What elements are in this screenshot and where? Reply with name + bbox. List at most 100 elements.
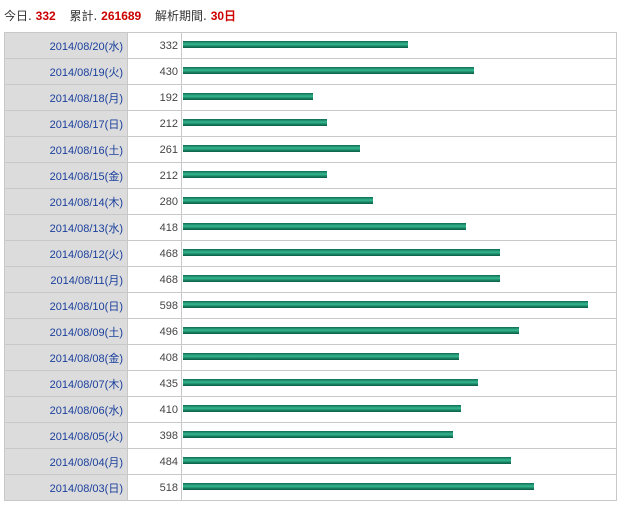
bar-cell [181, 32, 617, 59]
count-label: 430 [127, 58, 182, 85]
date-link[interactable]: 2014/08/08(金) [49, 352, 123, 365]
date-cell: 2014/08/06(水) [4, 396, 128, 423]
summary-bar: 今日. 332 累計. 261689 解析期間. 30日 [4, 6, 236, 26]
table-row: 2014/08/05(火) 398 [4, 422, 617, 449]
date-link[interactable]: 2014/08/19(火) [49, 66, 123, 79]
bar [183, 405, 461, 412]
period-value: 30日 [210, 9, 237, 23]
date-link[interactable]: 2014/08/06(水) [49, 404, 123, 417]
table-row: 2014/08/14(木) 280 [4, 188, 617, 215]
date-cell: 2014/08/12(火) [4, 240, 128, 267]
table-row: 2014/08/17(日) 212 [4, 110, 617, 137]
date-cell: 2014/08/20(水) [4, 32, 128, 59]
date-cell: 2014/08/09(土) [4, 318, 128, 345]
date-link[interactable]: 2014/08/05(火) [49, 430, 123, 443]
bar-cell [181, 292, 617, 319]
bar [183, 327, 519, 334]
date-cell: 2014/08/18(月) [4, 84, 128, 111]
count-label: 408 [127, 344, 182, 371]
bar-cell [181, 422, 617, 449]
bar [183, 483, 534, 490]
date-cell: 2014/08/04(月) [4, 448, 128, 475]
table-row: 2014/08/09(土) 496 [4, 318, 617, 345]
bar [183, 249, 500, 256]
bar [183, 41, 408, 48]
date-cell: 2014/08/03(日) [4, 474, 128, 501]
bar [183, 275, 500, 282]
date-link[interactable]: 2014/08/09(土) [49, 326, 123, 339]
bar [183, 197, 373, 204]
bar [183, 379, 478, 386]
bar-cell [181, 318, 617, 345]
date-link[interactable]: 2014/08/04(月) [49, 456, 123, 469]
table-row: 2014/08/08(金) 408 [4, 344, 617, 371]
bar-cell [181, 474, 617, 501]
bar [183, 301, 588, 308]
date-link[interactable]: 2014/08/14(木) [49, 196, 123, 209]
bar [183, 223, 466, 230]
count-label: 518 [127, 474, 182, 501]
table-row: 2014/08/12(火) 468 [4, 240, 617, 267]
bar [183, 119, 327, 126]
date-cell: 2014/08/07(木) [4, 370, 128, 397]
date-link[interactable]: 2014/08/10(日) [49, 300, 123, 313]
count-label: 212 [127, 110, 182, 137]
bar-cell [181, 240, 617, 267]
table-row: 2014/08/20(水) 332 [4, 32, 617, 59]
date-link[interactable]: 2014/08/15(金) [49, 170, 123, 183]
count-label: 418 [127, 214, 182, 241]
table-row: 2014/08/07(木) 435 [4, 370, 617, 397]
table-row: 2014/08/16(土) 261 [4, 136, 617, 163]
table-row: 2014/08/15(金) 212 [4, 162, 617, 189]
date-link[interactable]: 2014/08/20(水) [49, 40, 123, 53]
bar-cell [181, 344, 617, 371]
today-label: 今日. [4, 9, 32, 23]
date-link[interactable]: 2014/08/17(日) [49, 118, 123, 131]
date-cell: 2014/08/16(土) [4, 136, 128, 163]
count-label: 212 [127, 162, 182, 189]
date-link[interactable]: 2014/08/12(火) [49, 248, 123, 261]
date-cell: 2014/08/14(木) [4, 188, 128, 215]
count-label: 410 [127, 396, 182, 423]
date-link[interactable]: 2014/08/16(土) [49, 144, 123, 157]
bar-cell [181, 188, 617, 215]
bar [183, 171, 327, 178]
date-cell: 2014/08/08(金) [4, 344, 128, 371]
daily-access-table: 2014/08/20(水) 332 2014/08/19(火) 430 2014/08/… [4, 32, 617, 501]
count-label: 192 [127, 84, 182, 111]
date-cell: 2014/08/19(火) [4, 58, 128, 85]
table-row: 2014/08/03(日) 518 [4, 474, 617, 501]
bar-cell [181, 266, 617, 293]
count-label: 468 [127, 266, 182, 293]
count-label: 496 [127, 318, 182, 345]
bar [183, 145, 360, 152]
bar-cell [181, 84, 617, 111]
count-label: 468 [127, 240, 182, 267]
count-label: 435 [127, 370, 182, 397]
count-label: 598 [127, 292, 182, 319]
date-cell: 2014/08/05(火) [4, 422, 128, 449]
date-cell: 2014/08/17(日) [4, 110, 128, 137]
bar-cell [181, 136, 617, 163]
date-link[interactable]: 2014/08/07(木) [49, 378, 123, 391]
table-row: 2014/08/11(月) 468 [4, 266, 617, 293]
table-row: 2014/08/13(水) 418 [4, 214, 617, 241]
date-cell: 2014/08/11(月) [4, 266, 128, 293]
today-count: 332 [35, 9, 56, 23]
count-label: 398 [127, 422, 182, 449]
date-link[interactable]: 2014/08/13(水) [49, 222, 123, 235]
total-count: 261689 [101, 9, 142, 23]
date-link[interactable]: 2014/08/03(日) [49, 482, 123, 495]
total-label: 累計. [69, 9, 98, 23]
bar-cell [181, 110, 617, 137]
bar-cell [181, 448, 617, 475]
period-label: 解析期間. [155, 9, 207, 23]
date-cell: 2014/08/15(金) [4, 162, 128, 189]
date-link[interactable]: 2014/08/11(月) [50, 274, 123, 287]
bar [183, 431, 453, 438]
date-link[interactable]: 2014/08/18(月) [49, 92, 123, 105]
table-row: 2014/08/06(水) 410 [4, 396, 617, 423]
date-cell: 2014/08/10(日) [4, 292, 128, 319]
count-label: 332 [127, 32, 182, 59]
table-row: 2014/08/19(火) 430 [4, 58, 617, 85]
